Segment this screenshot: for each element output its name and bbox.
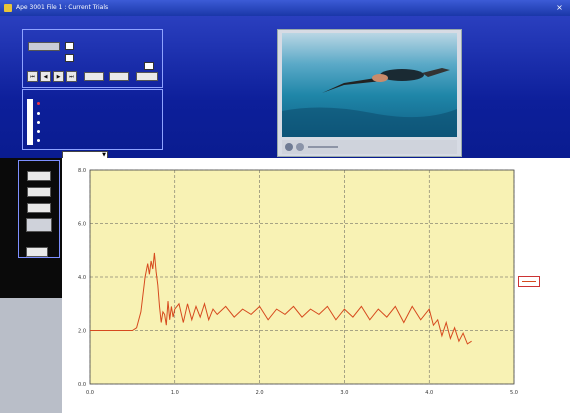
action-button-2[interactable] (109, 72, 129, 81)
y-tick-label: 8.0 (78, 168, 86, 174)
legend-series-line (522, 281, 536, 282)
first-frame-button[interactable]: ⏮ (27, 71, 38, 82)
sidebar-button-3[interactable] (27, 203, 51, 213)
sidebar-button-4[interactable] (26, 218, 52, 232)
app-icon (4, 4, 12, 12)
y-tick-label: 6.0 (78, 222, 86, 228)
y-tick-label: 2.0 (78, 329, 86, 335)
title-bar: Ape 3001 File 1 : Current Trials × (0, 0, 570, 16)
video-stop-icon[interactable] (296, 143, 304, 151)
sidebar-button-1[interactable] (27, 171, 51, 181)
sidebar-lower-panel (0, 298, 62, 413)
last-frame-button[interactable]: ⏭ (66, 71, 77, 82)
chart-area: 0.0 1.0 2.0 3.0 4.0 5.0 0.0 2.0 4.0 6.0 8.0 (62, 158, 570, 413)
sidebar-button-5[interactable] (26, 247, 48, 257)
close-button[interactable]: × (556, 3, 563, 12)
channel-item[interactable] (37, 137, 43, 144)
prev-frame-button[interactable]: ◀ (40, 71, 51, 82)
channel-item[interactable] (37, 100, 43, 107)
video-seek-bar[interactable] (308, 146, 338, 148)
y-tick-label: 4.0 (78, 275, 86, 281)
x-tick-label: 4.0 (425, 390, 433, 396)
video-controls (282, 140, 457, 154)
action-button-1[interactable] (84, 72, 104, 81)
radio-icon (37, 112, 40, 115)
y-tick-label: 0.0 (78, 382, 86, 388)
window-title: Ape 3001 File 1 : Current Trials (16, 4, 109, 11)
record-toggle[interactable] (28, 42, 60, 51)
force-time-chart: 0.0 1.0 2.0 3.0 4.0 5.0 0.0 2.0 4.0 6.0 8.0 (78, 168, 518, 396)
x-tick-label: 3.0 (340, 390, 348, 396)
radio-icon (37, 130, 40, 133)
radio-icon (37, 121, 40, 124)
x-tick-label: 5.0 (510, 390, 518, 396)
sidebar (0, 158, 62, 413)
series-line (90, 252, 472, 345)
sidebar-button-group (18, 160, 60, 258)
swimmer-video-frame (282, 33, 457, 137)
radio-icon (37, 139, 40, 142)
sidebar-button-2[interactable] (27, 187, 51, 197)
video-play-icon[interactable] (285, 143, 293, 151)
channel-list (27, 99, 157, 147)
channels-group (22, 89, 163, 150)
video-preview[interactable] (277, 29, 462, 157)
chevron-down-icon: ▼ (102, 152, 106, 158)
value-field-a[interactable] (65, 42, 74, 50)
swimmer-illustration (282, 68, 457, 137)
playback-group: ⏮ ◀ ▶ ⏭ (22, 29, 163, 88)
channel-color-strip (27, 99, 33, 145)
channel-item[interactable] (37, 110, 43, 117)
x-tick-label: 1.0 (171, 390, 179, 396)
radio-icon (37, 102, 40, 105)
x-tick-label: 0.0 (86, 390, 94, 396)
play-button[interactable]: ▶ (53, 71, 64, 82)
channel-item[interactable] (37, 119, 43, 126)
channel-item[interactable] (37, 128, 43, 135)
x-tick-label: 2.0 (256, 390, 264, 396)
action-button-3[interactable] (136, 72, 158, 81)
legend (518, 276, 540, 287)
value-field-b[interactable] (65, 54, 74, 62)
step-field[interactable] (144, 62, 154, 70)
